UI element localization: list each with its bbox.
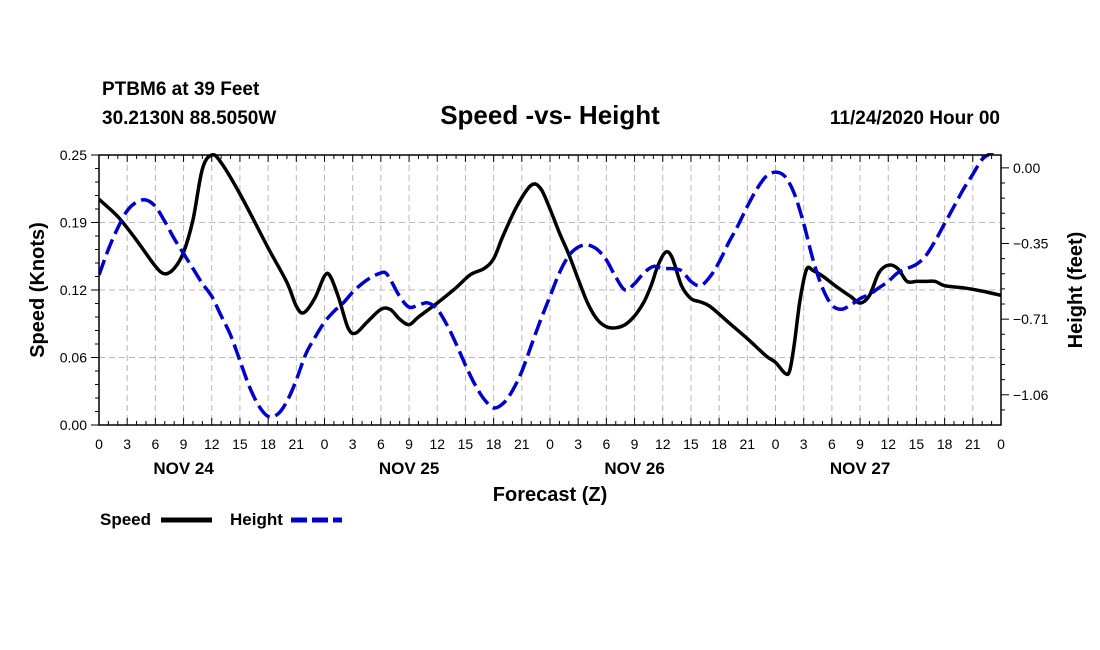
x-tick-label: 15 xyxy=(909,436,925,452)
series-layer xyxy=(99,153,1001,419)
x-axis-title: Forecast (Z) xyxy=(493,484,607,506)
y-right-tick-label: −1.06 xyxy=(1013,387,1049,403)
x-tick-label: 0 xyxy=(321,436,329,452)
x-tick-label: 15 xyxy=(683,436,699,452)
x-tick-label: 9 xyxy=(631,436,639,452)
x-tick-label: 12 xyxy=(655,436,671,452)
x-tick-label: 6 xyxy=(602,436,610,452)
y-left-tick-label: 0.19 xyxy=(60,215,87,231)
x-tick-label: 21 xyxy=(289,436,305,452)
legend-height-label: Height xyxy=(230,510,283,529)
x-tick-label: 6 xyxy=(828,436,836,452)
x-tick-label: 21 xyxy=(514,436,530,452)
y-right-tick-label: 0.00 xyxy=(1013,160,1040,176)
x-tick-label: 18 xyxy=(711,436,727,452)
height-series-line xyxy=(99,153,995,419)
x-tick-label: 3 xyxy=(349,436,357,452)
x-tick-label: 18 xyxy=(486,436,502,452)
right-axis-tick-labels: 0.00 −0.35 −0.71 −1.06 xyxy=(1013,160,1049,403)
x-tick-label: 0 xyxy=(772,436,780,452)
right-axis-title: Height (feet) xyxy=(1065,232,1087,349)
grid-lines xyxy=(99,155,1001,425)
legend-speed-label: Speed xyxy=(100,510,151,529)
location-label: 30.2130N 88.5050W xyxy=(102,108,276,129)
speed-series-line xyxy=(99,153,1001,377)
x-tick-label: 12 xyxy=(429,436,445,452)
day-label: NOV 24 xyxy=(153,459,214,478)
run-time-label: 11/24/2020 Hour 00 xyxy=(830,108,1000,129)
x-axis-tick-labels: 0 3 6 9 12 15 18 21 0 3 6 9 12 15 18 21 0 3 6 9 12 15 18 21 0 3 6 9… xyxy=(95,436,1005,452)
x-tick-label: 0 xyxy=(95,436,103,452)
x-tick-label: 3 xyxy=(800,436,808,452)
x-tick-label: 6 xyxy=(151,436,159,452)
y-left-tick-label: 0.06 xyxy=(60,350,87,366)
x-tick-label: 12 xyxy=(204,436,220,452)
x-tick-label: 3 xyxy=(123,436,131,452)
y-left-tick-label: 0.12 xyxy=(60,282,87,298)
day-label: NOV 25 xyxy=(379,459,439,478)
x-axis-day-labels: NOV 24 NOV 25 NOV 26 NOV 27 xyxy=(153,459,890,478)
legend: Speed Height xyxy=(100,510,342,529)
x-tick-label: 15 xyxy=(232,436,248,452)
x-tick-label: 21 xyxy=(965,436,981,452)
left-axis-tick-labels: 0.00 0.06 0.12 0.19 0.25 xyxy=(60,147,87,433)
x-tick-label: 18 xyxy=(937,436,953,452)
station-label: PTBM6 at 39 Feet xyxy=(102,79,260,100)
x-tick-label: 15 xyxy=(458,436,474,452)
y-left-tick-label: 0.00 xyxy=(60,417,87,433)
x-tick-label: 0 xyxy=(997,436,1005,452)
y-right-tick-label: −0.71 xyxy=(1013,311,1049,327)
x-tick-label: 12 xyxy=(880,436,896,452)
x-tick-label: 21 xyxy=(740,436,756,452)
x-tick-label: 6 xyxy=(377,436,385,452)
left-axis-title: Speed (Knots) xyxy=(27,222,49,358)
x-tick-label: 9 xyxy=(856,436,864,452)
y-right-tick-label: −0.35 xyxy=(1013,236,1049,252)
day-label: NOV 26 xyxy=(604,459,664,478)
day-label: NOV 27 xyxy=(830,459,890,478)
x-tick-label: 9 xyxy=(405,436,413,452)
x-tick-label: 18 xyxy=(260,436,276,452)
x-tick-label: 3 xyxy=(574,436,582,452)
chart-title: Speed -vs- Height xyxy=(440,100,660,130)
x-tick-label: 0 xyxy=(546,436,554,452)
x-tick-label: 9 xyxy=(180,436,188,452)
axis-ticks xyxy=(91,154,1009,426)
y-left-tick-label: 0.25 xyxy=(60,147,87,163)
